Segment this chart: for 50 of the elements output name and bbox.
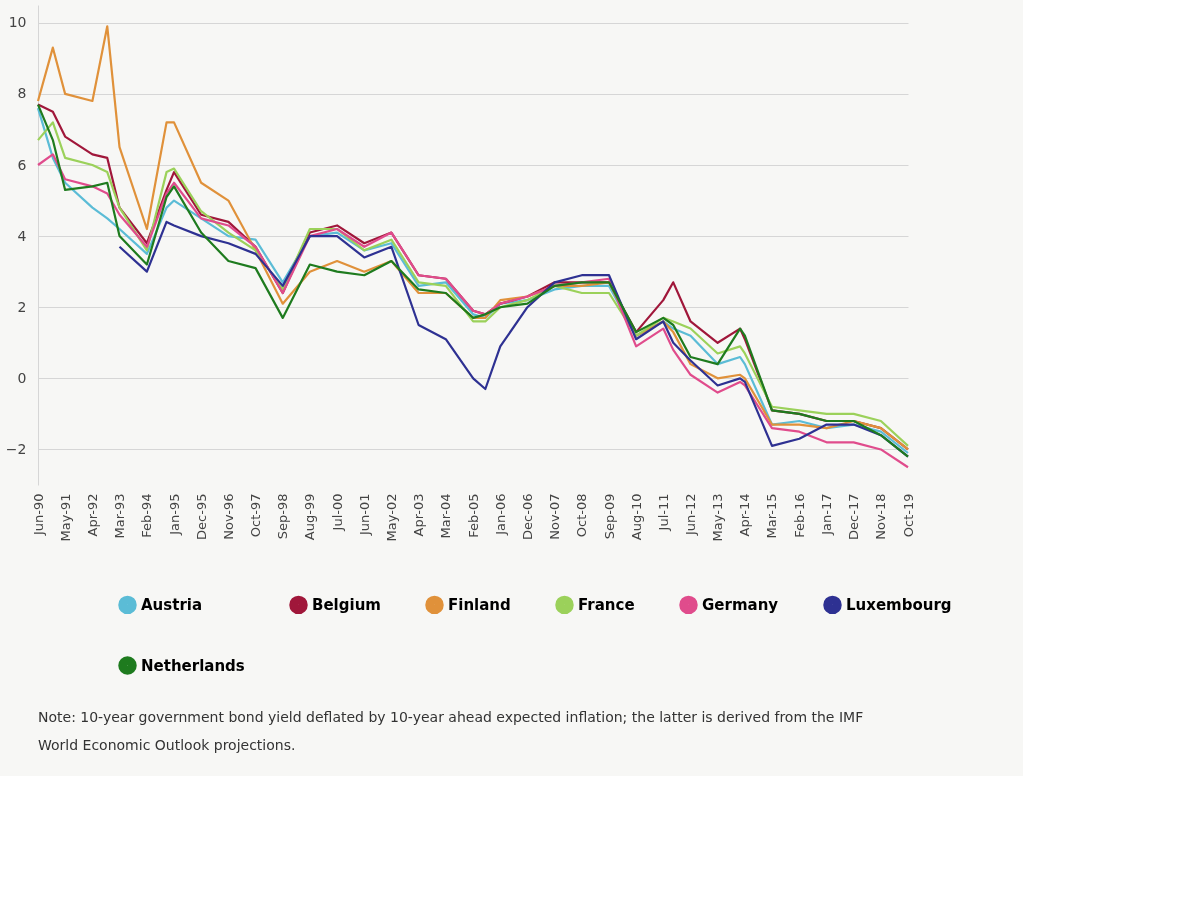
text: Note: 10-year government bond yield deflated by 10-year ahead expected inflation; the latter is derived from the IMF World Economic Outlook projections. bbox=[38, 709, 864, 753]
x-tick-label: Nov-96 bbox=[220, 493, 236, 540]
x-tick-label: May-91 bbox=[57, 493, 73, 542]
x-tick-label: Nov-18 bbox=[873, 493, 889, 540]
x-tick-label: Jan-17 bbox=[819, 493, 835, 536]
legend-label: Netherlands bbox=[141, 656, 245, 675]
line-series bbox=[36, 153, 910, 469]
x-tick-label: Feb-05 bbox=[465, 493, 481, 538]
x-tick-label: Sep-09 bbox=[601, 493, 617, 540]
x-tick-label: Jun-01 bbox=[356, 493, 372, 537]
legend-label: France bbox=[578, 595, 635, 614]
legend-label: Luxembourg bbox=[846, 595, 952, 614]
x-tick-label: Apr-92 bbox=[84, 493, 100, 537]
x-tick-label: Nov-07 bbox=[547, 493, 563, 540]
x-tick-label: Feb-94 bbox=[139, 493, 155, 538]
line-series bbox=[36, 25, 910, 451]
x-tick-label: May-02 bbox=[383, 493, 399, 542]
x-tick-label: May-13 bbox=[710, 493, 726, 542]
legend-label: Germany bbox=[702, 595, 779, 614]
x-tick-label: Dec-95 bbox=[193, 493, 209, 540]
y-tick-label: 4 bbox=[17, 227, 27, 244]
x-tick-label: Jan-95 bbox=[166, 493, 182, 536]
legend-label: Finland bbox=[448, 595, 511, 614]
y-tick-label: 8 bbox=[17, 85, 27, 102]
legend-label: Belgium bbox=[312, 595, 381, 614]
x-tick-label: Dec-06 bbox=[519, 493, 535, 540]
x-tick-label: Sep-98 bbox=[275, 493, 291, 540]
x-tick-label: Jun-90 bbox=[30, 493, 46, 537]
x-tick-label: Jul-11 bbox=[655, 493, 671, 532]
x-tick-label: Aug-99 bbox=[302, 493, 318, 541]
x-tick-label: Mar-15 bbox=[764, 493, 780, 539]
x-tick-label: Jan-06 bbox=[492, 493, 508, 536]
y-tick-label: 0 bbox=[17, 369, 27, 386]
x-tick-label: Jun-12 bbox=[683, 493, 699, 537]
x-tick-label: Oct-08 bbox=[574, 493, 590, 538]
y-tick-label: 6 bbox=[17, 156, 27, 173]
x-tick-label: Aug-10 bbox=[628, 493, 644, 541]
legend-label: Austria bbox=[141, 595, 203, 614]
x-tick-label: Dec-17 bbox=[846, 493, 862, 540]
y-tick-label: −2 bbox=[5, 440, 27, 457]
y-tick-label: 2 bbox=[17, 298, 27, 315]
y-tick-label: 10 bbox=[8, 14, 27, 31]
x-tick-label: Apr-03 bbox=[411, 493, 427, 537]
x-tick-label: Apr-14 bbox=[737, 493, 753, 537]
x-tick-label: Jul-00 bbox=[329, 493, 345, 532]
x-tick-label: Mar-04 bbox=[438, 493, 454, 539]
x-tick-label: Oct-97 bbox=[248, 493, 264, 538]
x-tick-label: Oct-19 bbox=[900, 493, 916, 538]
x-tick-label: Mar-93 bbox=[112, 493, 128, 539]
x-tick-label: Feb-16 bbox=[791, 493, 807, 538]
